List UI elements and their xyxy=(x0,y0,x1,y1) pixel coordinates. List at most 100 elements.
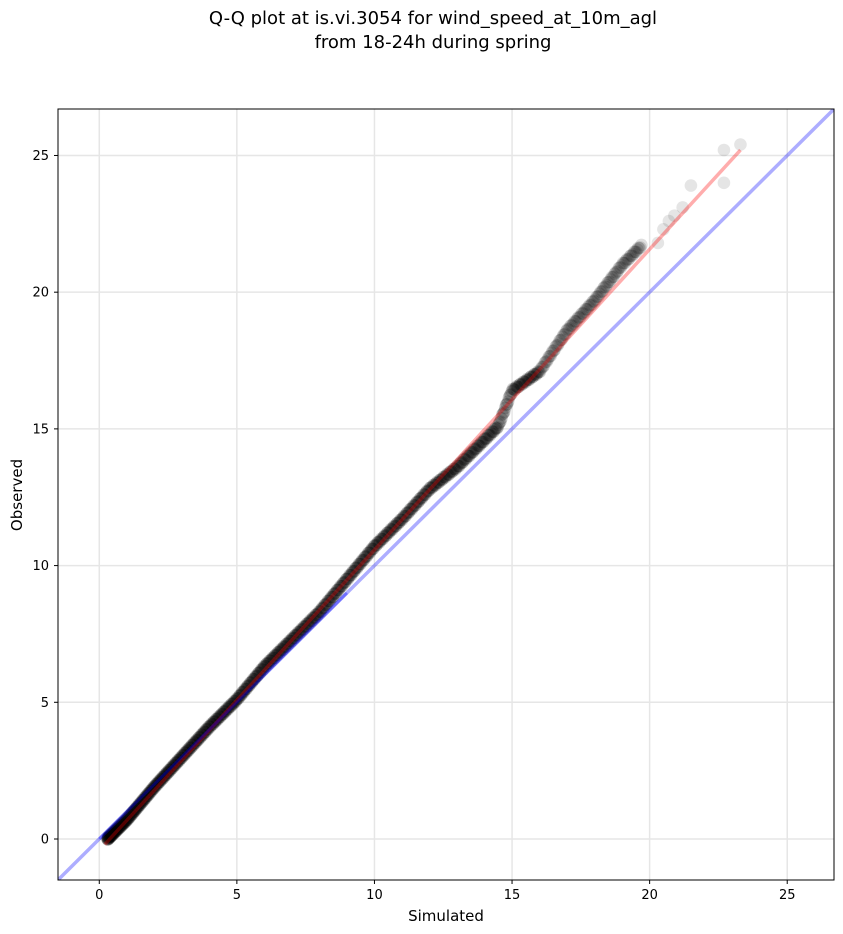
qq-point xyxy=(332,583,345,597)
qq-point xyxy=(305,614,319,628)
qq-point xyxy=(593,287,606,301)
qq-point xyxy=(452,459,466,473)
qq-point xyxy=(617,256,631,270)
qq-point xyxy=(286,631,299,644)
qq-point xyxy=(498,401,512,415)
qq-point xyxy=(314,605,327,619)
qq-point xyxy=(586,295,599,309)
qq-point xyxy=(619,254,633,267)
qq-point xyxy=(381,526,395,539)
qq-point xyxy=(259,659,273,673)
qq-point xyxy=(157,771,171,785)
qq-point xyxy=(569,315,582,328)
qq-point xyxy=(224,700,238,713)
qq-point xyxy=(469,443,483,456)
qq-point xyxy=(328,586,341,600)
qq-point xyxy=(343,568,356,582)
qq-point xyxy=(397,509,411,523)
qq-point xyxy=(261,657,275,671)
qq-point xyxy=(103,830,117,843)
qq-point xyxy=(393,515,406,529)
qq-point xyxy=(176,748,190,762)
qq-point xyxy=(608,267,622,281)
qq-point xyxy=(404,502,418,516)
qq-point xyxy=(166,759,180,773)
qq-point xyxy=(204,719,218,732)
qq-point xyxy=(518,375,531,389)
qq-point xyxy=(110,822,123,836)
qq-point xyxy=(138,791,152,805)
qq-point xyxy=(268,649,282,663)
qq-point xyxy=(150,777,163,790)
qq-point xyxy=(125,806,139,820)
qq-point xyxy=(182,744,195,757)
qq-point xyxy=(234,689,248,703)
y-tick-label: 20 xyxy=(32,286,49,301)
qq-point xyxy=(168,759,182,772)
qq-point xyxy=(130,800,144,813)
qq-point xyxy=(361,549,374,562)
qq-point xyxy=(369,539,383,553)
qq-point xyxy=(109,825,123,838)
qq-point xyxy=(355,555,368,569)
qq-point xyxy=(385,523,398,536)
qq-point xyxy=(163,764,177,777)
qq-point xyxy=(618,256,632,270)
qq-point xyxy=(269,648,282,661)
qq-point xyxy=(255,663,269,676)
qq-point xyxy=(510,380,523,393)
qq-point xyxy=(542,350,556,363)
qq-point xyxy=(174,751,188,765)
qq-point xyxy=(311,608,324,622)
qq-point xyxy=(219,704,233,718)
qq-point xyxy=(195,728,208,741)
axis-ticks: 0 5 10 15 20 25 0 5 10 15 20 25 xyxy=(32,149,795,903)
plot-frame xyxy=(57,108,835,881)
qq-point xyxy=(195,728,209,741)
qq-point xyxy=(622,252,636,266)
qq-point xyxy=(287,632,300,645)
qq-point xyxy=(194,730,208,743)
qq-point xyxy=(465,446,479,460)
qq-point xyxy=(152,775,166,789)
qq-point xyxy=(478,433,491,446)
fit-line xyxy=(103,148,742,846)
qq-point xyxy=(270,649,283,662)
qq-point xyxy=(529,368,543,382)
qq-point xyxy=(394,513,407,526)
qq-point xyxy=(324,590,338,604)
qq-point xyxy=(156,770,170,784)
qq-point xyxy=(512,380,525,394)
qq-point xyxy=(260,657,273,671)
qq-point xyxy=(554,333,567,347)
qq-point xyxy=(203,720,216,733)
qq-point xyxy=(398,510,412,523)
qq-point xyxy=(108,826,122,839)
qq-point xyxy=(470,441,484,455)
qq-point xyxy=(463,449,476,463)
qq-point xyxy=(183,741,197,754)
qq-point xyxy=(102,832,115,846)
qq-point xyxy=(509,381,523,395)
qq-point xyxy=(388,520,402,533)
qq-point xyxy=(199,725,212,739)
qq-point xyxy=(480,431,494,445)
qq-point xyxy=(497,405,511,419)
qq-point xyxy=(126,806,139,820)
qq-point xyxy=(392,517,405,530)
qq-point xyxy=(488,422,502,436)
qq-point xyxy=(188,736,202,749)
qq-point xyxy=(600,279,613,292)
qq-point xyxy=(209,712,223,726)
qq-point xyxy=(589,293,602,306)
qq-point xyxy=(559,327,572,341)
qq-point xyxy=(159,768,172,782)
qq-point xyxy=(440,467,454,481)
qq-point xyxy=(626,247,640,261)
qq-point xyxy=(415,492,429,505)
qq-point xyxy=(257,661,270,674)
qq-point xyxy=(128,802,142,816)
qq-point xyxy=(155,773,168,787)
qq-point xyxy=(121,811,135,825)
qq-point xyxy=(606,271,620,284)
